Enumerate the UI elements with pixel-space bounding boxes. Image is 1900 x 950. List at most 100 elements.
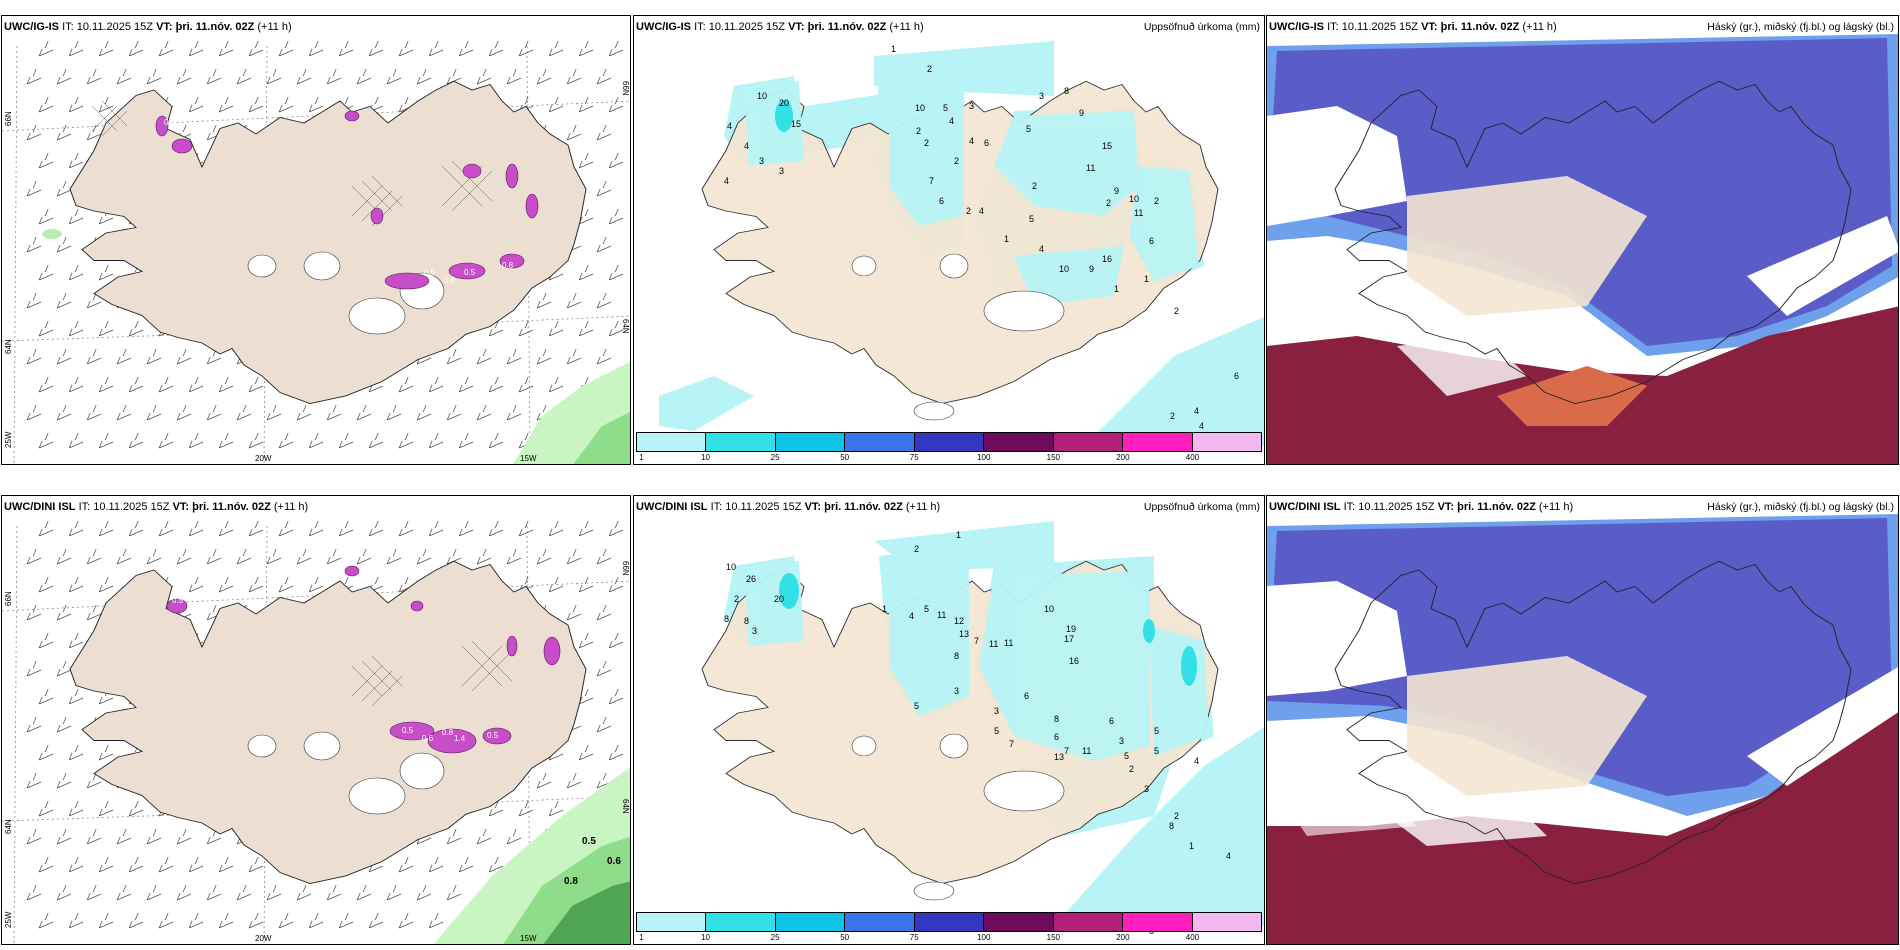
wind-barb [248, 432, 264, 449]
wind-barb [98, 576, 114, 593]
wind-barb [128, 520, 144, 537]
panel-title: UWC/IG-IS IT: 10.11.2025 15Z VT: þri. 11… [1269, 21, 1557, 33]
legend-bar [636, 432, 1262, 452]
wind-barb [146, 68, 162, 85]
wind-barb [308, 912, 324, 929]
model-title: UWC/IG-IS [4, 21, 59, 33]
wind-barb [38, 208, 54, 225]
wind-barb [386, 68, 402, 85]
wind-barb [128, 376, 144, 393]
wind-barb [146, 828, 162, 845]
wind-barb [38, 744, 54, 761]
wind-barb [26, 236, 42, 253]
precip-value: 8 [1054, 714, 1060, 724]
wind-barb [578, 320, 594, 337]
wind-barb [326, 548, 342, 565]
wind-barb [56, 292, 72, 309]
wind-barb [26, 660, 42, 677]
legend-tick: 75 [909, 933, 919, 942]
precip-value: 1 [1144, 274, 1150, 284]
wind-barb [326, 884, 342, 901]
wind-barb [98, 912, 114, 929]
legend-tick: 150 [1046, 933, 1061, 942]
wind-barb [116, 548, 132, 565]
wind-barb [98, 432, 114, 449]
wind-barb [176, 828, 192, 845]
wind-barb [86, 124, 102, 141]
precip-value: 8 [744, 616, 750, 626]
wind-barb [68, 96, 84, 113]
wind-barb [98, 376, 114, 393]
wind-barb [68, 208, 84, 225]
panel-title: UWC/DINI ISL IT: 10.11.2025 15Z VT: þri.… [636, 501, 941, 513]
wind-barb [596, 716, 612, 733]
wind-barb [158, 520, 174, 537]
wind-barb [398, 376, 414, 393]
wind-barb [308, 520, 324, 537]
precip-value: 10 [915, 103, 926, 113]
wind-barb [68, 40, 84, 57]
lon-label: 15W [520, 934, 537, 943]
wind-barb [68, 576, 84, 593]
precip-value: 5 [924, 604, 930, 614]
wind-barb [608, 152, 624, 169]
precip-value: 5 [1124, 751, 1130, 761]
wind-barb [188, 576, 204, 593]
wind-barb [56, 180, 72, 197]
legend-tick: 50 [840, 453, 850, 462]
wind-barb [536, 348, 552, 365]
wind-barb [428, 376, 444, 393]
wind-barb [68, 912, 84, 929]
wind-barb [236, 548, 252, 565]
wind-barb [188, 40, 204, 57]
wind-barb [188, 96, 204, 113]
wind-barb [176, 884, 192, 901]
legend-swatch [637, 433, 707, 451]
wind-map [2, 520, 630, 944]
wind-barb [236, 884, 252, 901]
precip-value: 2 [1170, 411, 1176, 421]
wind-barb [278, 912, 294, 929]
precip-value: 3 [1144, 784, 1150, 794]
wind-barb [308, 96, 324, 113]
precip-value: 5 [943, 103, 949, 113]
lon-label: 25W [4, 911, 13, 928]
precip-value: 9 [1079, 108, 1085, 118]
wind-barb [206, 404, 222, 421]
legend-ticks: 1 10 25 50 75 100 150 200 400 [636, 453, 1262, 464]
wind-barb [98, 800, 114, 817]
wind-barb [26, 716, 42, 733]
wind-barb [566, 124, 582, 141]
legend-swatch [1192, 913, 1261, 931]
wind-value: 0.5 [582, 836, 596, 847]
wind-barb [68, 376, 84, 393]
precip-value: 11 [1082, 746, 1092, 756]
wind-barb [248, 576, 264, 593]
wind-barb [596, 660, 612, 677]
wind-value: 0.5 [464, 268, 476, 277]
wind-value: 0.6 [422, 734, 434, 743]
lon-label: 25W [4, 431, 13, 448]
wind-barb [338, 912, 354, 929]
wind-barb [56, 236, 72, 253]
wind-barb [536, 68, 552, 85]
wind-barb [116, 348, 132, 365]
wind-barb [368, 912, 384, 929]
precip-value: 3 [779, 166, 785, 176]
precip-value: 3 [1119, 736, 1125, 746]
wind-value: 0.6 [444, 276, 456, 285]
wind-barb [308, 576, 324, 593]
wind-barb [56, 772, 72, 789]
precip-value: 4 [909, 611, 915, 621]
precip-value: 10 [1059, 264, 1070, 274]
precip-value: 2 [916, 126, 922, 136]
wind-barb [248, 376, 264, 393]
wind-barb [86, 884, 102, 901]
wind-barb [218, 40, 234, 57]
precip-value: 17 [1064, 634, 1075, 644]
wind-barb [158, 376, 174, 393]
wind-barb [506, 68, 522, 85]
lat-label-right: 66N [621, 561, 630, 576]
wind-barb [596, 180, 612, 197]
panel-precip-row1: UWC/IG-IS IT: 10.11.2025 15Z VT: þri. 11… [633, 15, 1265, 465]
